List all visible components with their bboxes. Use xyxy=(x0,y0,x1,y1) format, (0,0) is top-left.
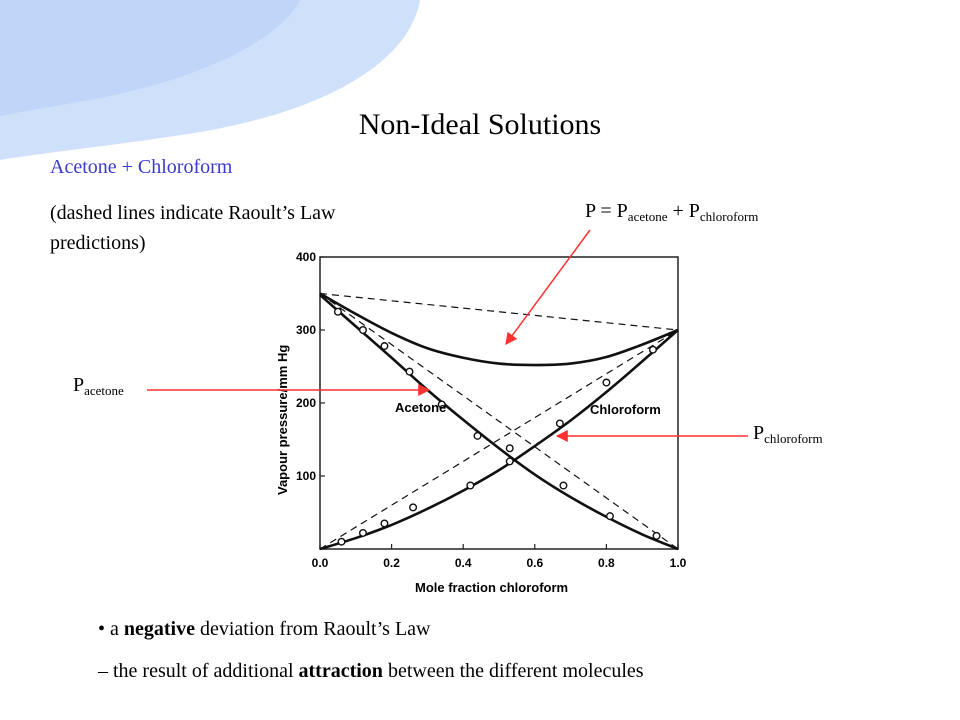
chloroform-data-point xyxy=(380,519,389,528)
acetone-data-point xyxy=(380,342,389,351)
x-tick-label: 1.0 xyxy=(670,556,687,570)
acetone-data-point xyxy=(505,444,514,453)
chloroform-data-point xyxy=(337,537,346,546)
x-tick-label: 0.0 xyxy=(312,556,329,570)
chloroform-curve xyxy=(319,329,679,551)
x-axis-title: Mole fraction chloroform xyxy=(415,580,568,595)
raoult-note: (dashed lines indicate Raoult’s Law pred… xyxy=(50,202,336,254)
y-axis-title: Vapour pressure/mm Hg xyxy=(275,345,290,495)
chloroform-data-point xyxy=(466,481,475,490)
raoult-dashed-line xyxy=(319,329,679,550)
acetone-data-point xyxy=(333,307,342,316)
label-p-chloroform: Pchloroform xyxy=(753,422,823,446)
series-label-chloroform: Chloroform xyxy=(590,402,661,417)
total-curve xyxy=(319,292,679,367)
chloroform-data-point xyxy=(505,457,514,466)
y-tick-label: 300 xyxy=(296,323,316,337)
subtitle: Acetone + Chloroform xyxy=(50,156,233,178)
arrow-total-pressure xyxy=(505,229,591,345)
acetone-data-point xyxy=(405,367,414,376)
x-tick-label: 0.8 xyxy=(598,556,615,570)
background-swoosh xyxy=(0,0,420,160)
acetone-data-point xyxy=(605,512,614,521)
y-tick-label: 400 xyxy=(296,250,316,264)
chloroform-data-point xyxy=(648,345,657,354)
x-tick-label: 0.6 xyxy=(526,556,543,570)
chloroform-data-point xyxy=(409,503,418,512)
acetone-curve xyxy=(319,293,679,551)
bullet-additional-attraction: – the result of additional attraction be… xyxy=(98,660,644,682)
y-tick-label: 100 xyxy=(296,469,316,483)
x-tick-label: 0.2 xyxy=(383,556,400,570)
chloroform-data-point xyxy=(358,528,367,537)
acetone-data-point xyxy=(437,400,446,409)
bullet-negative-deviation: • a negative deviation from Raoult’s Law xyxy=(98,618,431,640)
acetone-data-point xyxy=(559,481,568,490)
acetone-data-point xyxy=(652,531,661,540)
raoult-dashed-line xyxy=(319,293,679,550)
label-p-acetone: Pacetone xyxy=(73,374,124,398)
acetone-data-point xyxy=(473,431,482,440)
y-tick-label: 200 xyxy=(296,396,316,410)
page-title: Non-Ideal Solutions xyxy=(358,108,602,141)
x-tick-label: 0.4 xyxy=(455,556,472,570)
chloroform-data-point xyxy=(555,419,564,428)
acetone-data-point xyxy=(358,326,367,335)
chloroform-data-point xyxy=(602,378,611,387)
label-total-pressure: P = Pacetone + Pchloroform xyxy=(585,200,759,224)
series-label-acetone: Acetone xyxy=(395,400,446,415)
